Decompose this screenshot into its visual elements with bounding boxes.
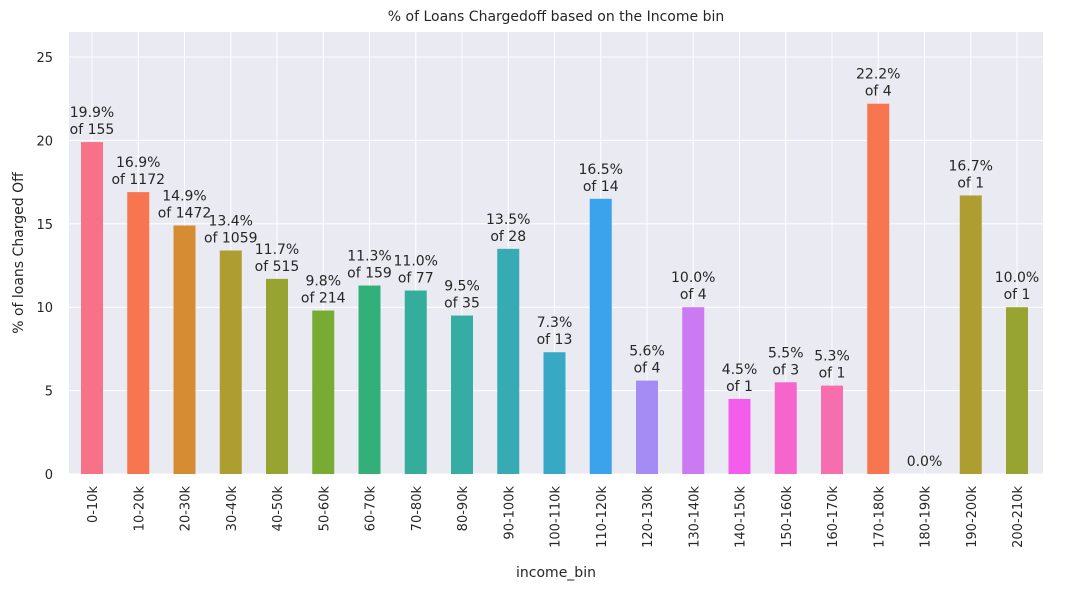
bar-pct-label: 16.9% [116,155,160,171]
bar-count-label: of 155 [70,122,115,138]
bar-count-label: of 515 [255,259,300,275]
bar-20-30k [173,225,196,474]
bar-40-50k [266,278,288,474]
bar-pct-label: 19.9% [70,105,114,121]
bar-pct-label: 4.5% [722,362,758,378]
bar-pct-label: 16.5% [579,162,623,178]
bar-pct-label: 10.0% [995,270,1039,286]
bar-count-label: of 1172 [111,172,165,188]
bar-190-200k [959,195,982,474]
x-tick-label: 50-60k [317,486,332,532]
x-tick-label: 200-210k [1011,486,1026,548]
bar-30-40k [219,250,242,474]
y-axis-label: % of loans Charged Off [11,172,27,334]
x-tick-label: 40-50k [271,486,286,532]
bar-count-label: of 1 [1004,287,1031,303]
x-tick-label: 30-40k [225,486,240,532]
x-tick-label: 110-120k [595,486,610,548]
bar-pct-label: 13.4% [209,213,253,229]
bar-count-label: of 4 [865,84,892,100]
bar-100-110k [543,352,566,474]
x-tick-label: 190-200k [965,486,980,548]
bar-150-160k [774,382,797,474]
y-tick-label: 25 [36,51,53,66]
bar-60-70k [358,285,381,474]
bar-130-140k [682,307,705,474]
bar-count-label: of 1472 [158,205,212,221]
bar-90-100k [497,248,520,474]
x-tick-label: 100-110k [549,486,564,548]
bar-140-150k [728,398,751,474]
x-tick-label: 120-130k [641,486,656,548]
bar-200-210k [1006,307,1028,474]
bar-pct-label: 11.0% [394,254,438,270]
x-tick-label: 80-90k [456,486,471,532]
bar-count-label: of 159 [347,266,392,282]
x-tick-label: 140-150k [734,486,749,548]
x-tick-label: 170-180k [872,486,887,548]
y-tick-label: 0 [45,468,53,483]
bar-pct-label: 22.2% [856,67,900,83]
bar-10-20k [127,192,150,474]
x-axis-label: income_bin [516,565,596,581]
x-tick-label: 180-190k [919,486,934,548]
y-tick-label: 20 [36,134,53,149]
bar-pct-label: 9.8% [305,274,341,290]
bar-pct-label: 5.5% [768,345,804,361]
y-tick-label: 10 [36,301,53,316]
x-tick-label: 70-80k [410,486,425,532]
bar-pct-label: 5.3% [814,349,850,365]
bar-pct-label: 11.7% [255,242,299,258]
bar-pct-label: 11.3% [347,249,391,265]
bar-pct-label: 5.6% [629,344,665,360]
bar-pct-label: 9.5% [444,279,480,295]
bar-count-label: of 4 [634,361,661,377]
bar-70-80k [404,290,427,474]
bar-pct-label: 16.7% [949,158,993,174]
x-tick-label: 160-170k [826,486,841,548]
bar-count-label: of 214 [301,291,346,307]
bar-110-120k [589,198,612,474]
bar-pct-label: 14.9% [162,188,206,204]
bar-count-label: of 14 [583,179,619,195]
bar-pct-label: 0.0% [907,454,943,470]
bar-120-130k [636,380,658,474]
x-tick-label: 60-70k [364,486,379,532]
bar-count-label: of 4 [680,287,707,303]
x-tick-labels: 0-10k 10-20k 20-30k 30-40k 40-50k 50-60k 60-70… [86,486,1026,548]
bar-count-label: of 13 [537,332,573,348]
x-tick-label: 0-10k [86,486,101,524]
bar-count-label: of 28 [490,229,526,245]
y-tick-label: 15 [36,218,53,233]
bar-pct-label: 13.5% [486,212,530,228]
x-tick-label: 150-160k [780,486,795,548]
bar-170-180k [867,103,890,474]
bar-count-label: of 1 [819,366,846,382]
bar-count-label: of 77 [398,271,434,287]
x-tick-label: 90-100k [502,486,517,540]
bar-count-label: of 35 [444,296,480,312]
x-tick-label: 20-30k [179,486,194,532]
bar-160-170k [821,385,843,474]
bars-group [81,103,1028,475]
bar-0-10k [81,142,103,475]
x-tick-label: 10-20k [132,486,147,532]
bar-pct-label: 10.0% [671,270,715,286]
bar-pct-label: 7.3% [537,315,573,331]
x-tick-label: 130-140k [687,486,702,548]
bar-count-label: of 1 [957,175,984,191]
chart-title: % of Loans Chargedoff based on the Incom… [388,9,724,25]
y-tick-label: 5 [45,385,53,400]
bar-count-label: of 1 [726,379,753,395]
bar-count-label: of 1059 [204,230,258,246]
bar-80-90k [451,315,473,474]
y-tick-labels: 0 5 10 15 20 25 [36,51,53,483]
bar-50-60k [312,310,335,474]
bar-count-label: of 3 [772,362,799,378]
